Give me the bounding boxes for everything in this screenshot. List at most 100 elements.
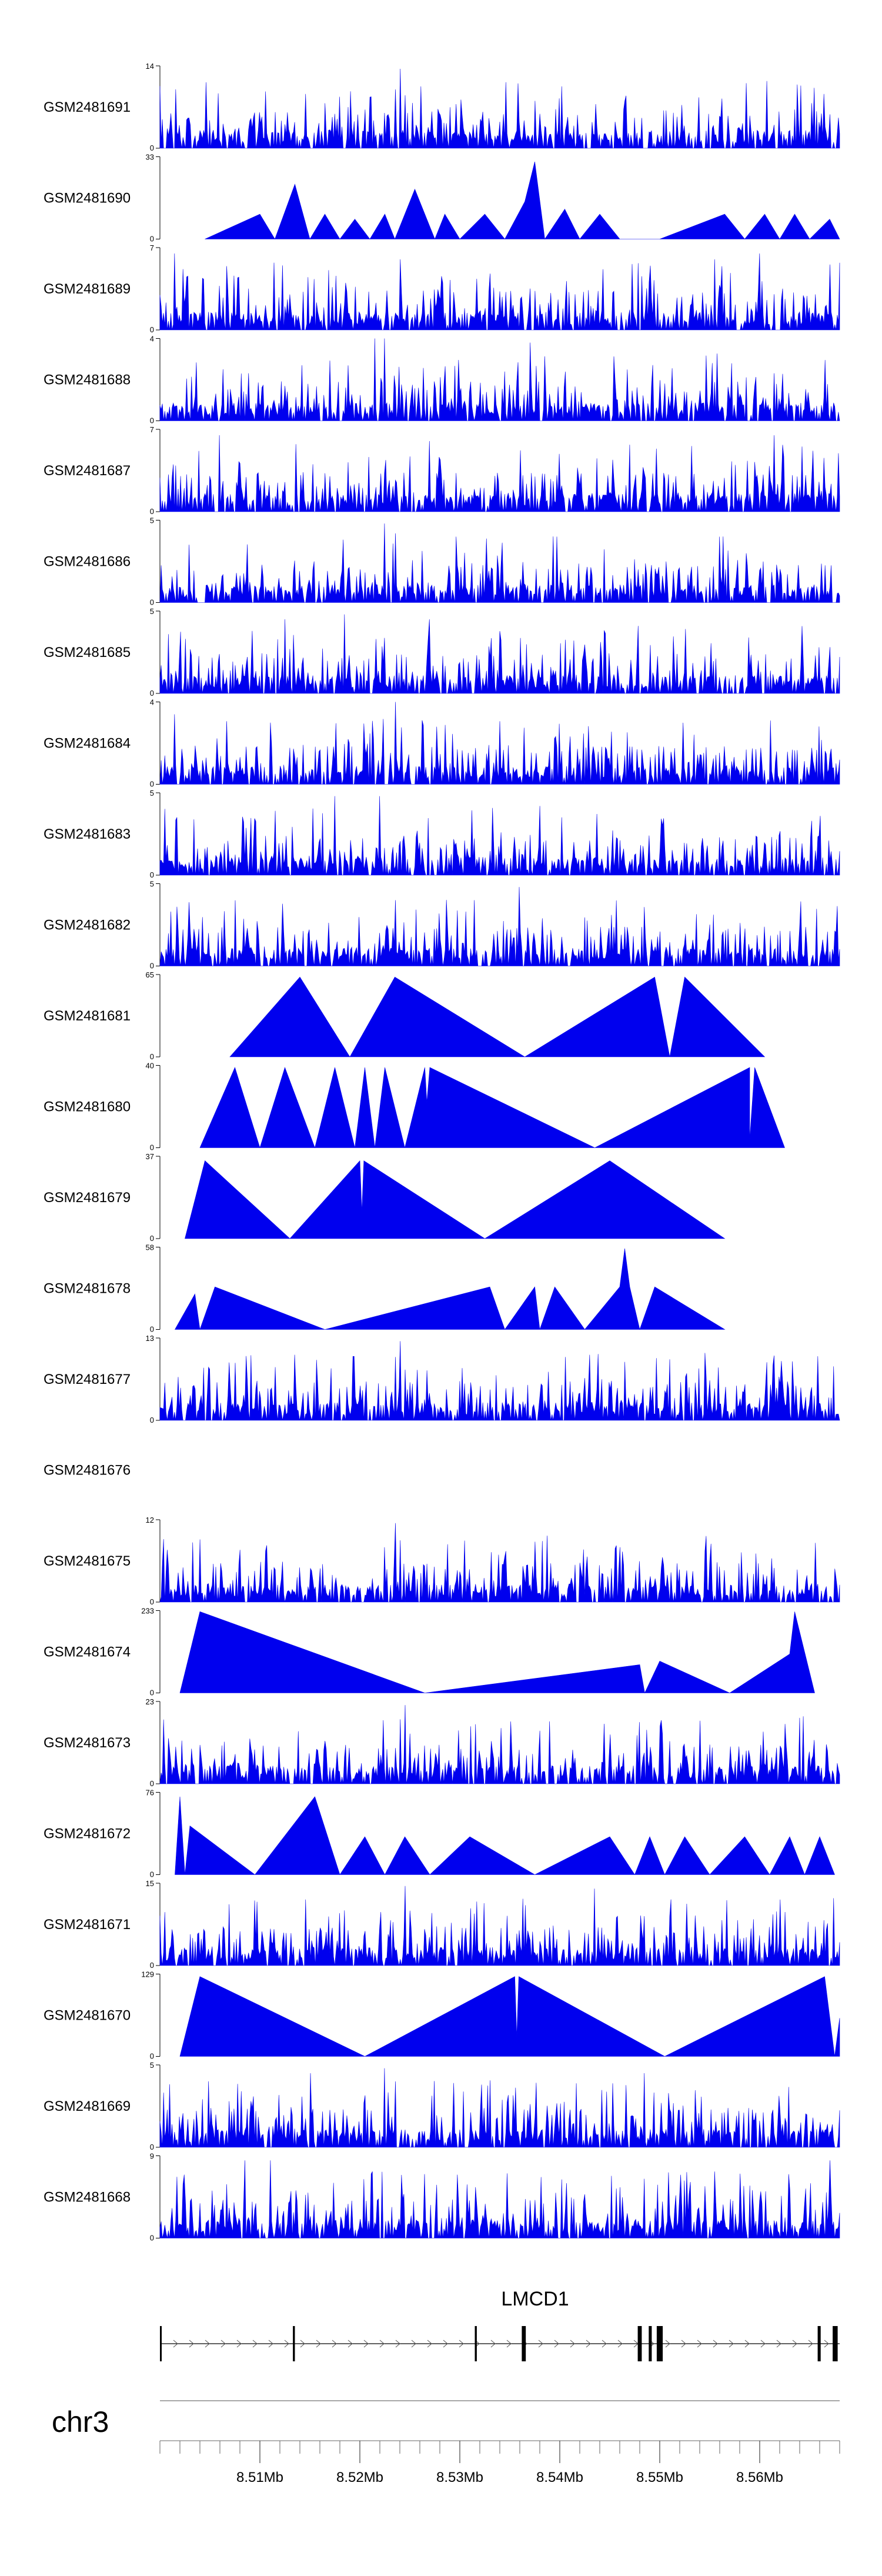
track-label: GSM2481679 — [44, 1190, 131, 1206]
track-label: GSM2481677 — [44, 1372, 131, 1387]
strand-arrow — [490, 2340, 496, 2348]
strand-arrow — [744, 2340, 750, 2348]
y-min-label: 0 — [150, 235, 154, 243]
y-min-label: 0 — [150, 1597, 154, 1606]
track-label: GSM2481675 — [44, 1553, 131, 1569]
y-max-label: 23 — [146, 1697, 154, 1706]
y-max-label: 4 — [150, 698, 154, 707]
track-gsm2481677: GSM2481677 13 0 — [44, 1334, 840, 1424]
strand-arrow — [379, 2340, 385, 2348]
strand-arrow — [173, 2340, 178, 2348]
strand-arrow — [300, 2340, 305, 2348]
track-gsm2481669: GSM2481669 5 0 — [44, 2061, 840, 2151]
coverage-area — [159, 253, 840, 331]
coverage-area — [174, 1248, 726, 1330]
y-max-label: 5 — [150, 880, 154, 889]
y-min-label: 0 — [150, 1689, 154, 1697]
y-min-label: 0 — [150, 870, 154, 879]
y-max-label: 13 — [146, 1334, 154, 1343]
y-max-label: 5 — [150, 2061, 154, 2070]
track-label: GSM2481673 — [44, 1735, 131, 1751]
y-min-label: 0 — [150, 1052, 154, 1061]
gene-exon — [475, 2326, 477, 2361]
y-max-label: 5 — [150, 789, 154, 798]
strand-arrow — [808, 2340, 813, 2348]
gene-label: LMCD1 — [501, 2288, 569, 2310]
y-max-label: 233 — [141, 1607, 154, 1616]
y-max-label: 15 — [146, 1879, 154, 1888]
strand-arrow — [681, 2340, 686, 2348]
track-gsm2481685: GSM2481685 5 0 — [44, 607, 840, 698]
y-max-label: 76 — [146, 1788, 154, 1797]
strand-arrow — [220, 2340, 226, 2348]
coverage-area — [159, 887, 840, 966]
strand-arrow — [363, 2340, 369, 2348]
coverage-area — [205, 161, 840, 240]
coverage-area — [229, 976, 766, 1057]
track-label: GSM2481685 — [44, 645, 131, 660]
track-label: GSM2481687 — [44, 463, 131, 479]
coverage-area — [159, 2068, 840, 2148]
coverage-area — [159, 338, 840, 421]
y-min-label: 0 — [150, 598, 154, 607]
track-label: GSM2481669 — [44, 2098, 131, 2114]
coverage-area — [159, 2160, 840, 2238]
strand-arrow — [760, 2340, 766, 2348]
gene-exon — [293, 2326, 295, 2361]
track-label: GSM2481688 — [44, 372, 131, 388]
x-tick-label: 8.52Mb — [336, 2470, 383, 2485]
y-min-label: 0 — [150, 325, 154, 334]
track-label: GSM2481683 — [44, 826, 131, 842]
coverage-area — [159, 1523, 840, 1603]
strand-arrow — [697, 2340, 702, 2348]
y-max-label: 5 — [150, 516, 154, 525]
track-gsm2481672: GSM2481672 76 0 — [44, 1788, 835, 1879]
strand-arrow — [617, 2340, 623, 2348]
track-gsm2481681: GSM2481681 65 0 — [44, 970, 766, 1061]
strand-arrow — [332, 2340, 337, 2348]
y-min-label: 0 — [150, 780, 154, 789]
track-gsm2481678: GSM2481678 58 0 — [44, 1243, 726, 1334]
track-gsm2481676: GSM2481676 — [44, 1463, 131, 1479]
y-min-label: 0 — [150, 144, 154, 152]
y-min-label: 0 — [150, 507, 154, 516]
track-label: GSM2481684 — [44, 736, 131, 752]
coverage-area — [159, 1705, 840, 1784]
track-gsm2481671: GSM2481671 15 0 — [44, 1879, 840, 1970]
y-max-label: 37 — [146, 1152, 154, 1161]
y-min-label: 0 — [150, 416, 154, 425]
coverage-area — [185, 1160, 726, 1239]
track-gsm2481680: GSM2481680 40 0 — [44, 1062, 785, 1152]
y-min-label: 0 — [150, 1961, 154, 1970]
y-max-label: 65 — [146, 970, 154, 979]
gene-exon — [649, 2326, 652, 2361]
y-max-label: 40 — [146, 1062, 154, 1070]
gene-exon — [833, 2326, 838, 2361]
strand-arrow — [316, 2340, 321, 2348]
genome-axis: 8.51Mb 8.52Mb 8.53Mb 8.54Mb 8.55Mb 8.56Mb — [159, 2440, 840, 2485]
coverage-area — [159, 614, 840, 694]
track-label: GSM2481686 — [44, 554, 131, 570]
strand-arrow — [459, 2340, 464, 2348]
y-max-label: 5 — [150, 607, 154, 616]
y-min-label: 0 — [150, 1779, 154, 1788]
chromosome-ideogram-track: chr3 — [52, 2400, 840, 2438]
track-label: GSM2481678 — [44, 1281, 131, 1297]
y-min-label: 0 — [150, 2052, 154, 2061]
track-label: GSM2481690 — [44, 191, 131, 206]
track-label: GSM2481676 — [44, 1463, 131, 1479]
strand-arrow — [268, 2340, 273, 2348]
track-gsm2481670: GSM2481670 129 0 — [44, 1970, 840, 2061]
gene-exon — [522, 2326, 526, 2361]
track-gsm2481687: GSM2481687 7 0 — [44, 425, 840, 516]
x-tick-label: 8.51Mb — [236, 2470, 283, 2485]
track-gsm2481673: GSM2481673 23 0 — [44, 1697, 840, 1788]
x-tick-label: 8.53Mb — [436, 2470, 483, 2485]
track-gsm2481683: GSM2481683 5 0 — [44, 789, 840, 879]
track-gsm2481668: GSM2481668 9 0 — [44, 2152, 840, 2243]
coverage-area — [159, 1341, 840, 1421]
track-gsm2481675: GSM2481675 12 0 — [44, 1516, 840, 1606]
track-gsm2481679: GSM2481679 37 0 — [44, 1152, 726, 1243]
track-gsm2481688: GSM2481688 4 0 — [44, 335, 840, 425]
gene-exon — [637, 2326, 642, 2361]
